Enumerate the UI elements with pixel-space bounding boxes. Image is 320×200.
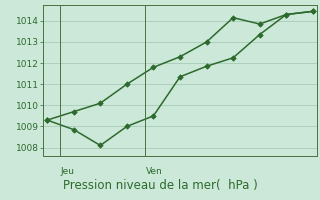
- Text: Pression niveau de la mer(  hPa ): Pression niveau de la mer( hPa ): [63, 179, 257, 192]
- Text: Ven: Ven: [146, 167, 162, 176]
- Text: Jeu: Jeu: [60, 167, 75, 176]
